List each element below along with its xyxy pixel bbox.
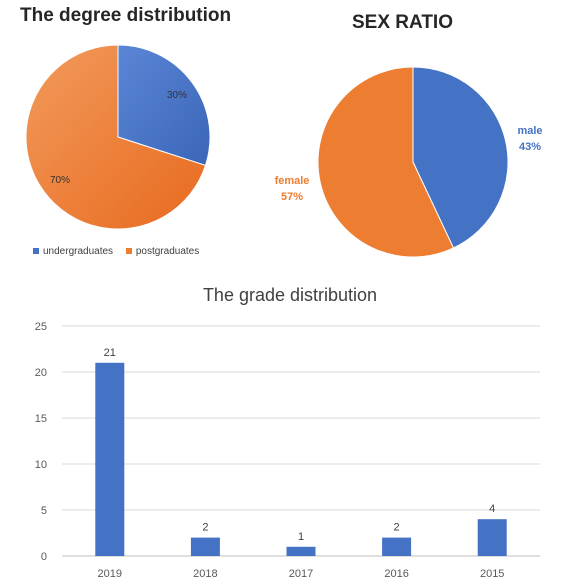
y-tick-label: 10 — [35, 459, 47, 471]
sex-ratio-chart-title: SEX RATIO — [352, 12, 453, 33]
degree-pie: 30% 70% — [25, 44, 211, 230]
y-tick-label: 25 — [35, 321, 47, 333]
legend-item-undergraduates: undergraduates — [33, 246, 113, 257]
pie-label-undergraduates: 30% — [167, 90, 187, 101]
pie-value-female: 57% — [281, 191, 303, 203]
pie-label-postgraduates: 70% — [50, 175, 70, 186]
sex-ratio-pie: male 43% female 57% — [275, 66, 543, 258]
legend-swatch-blue — [33, 248, 39, 255]
pie-label-female: female — [275, 175, 310, 187]
grade-bar-chart: 0 5 10 15 20 25 21 2019 2 2018 1 2017 2 2016 4 2015 — [35, 321, 540, 580]
y-tick-label: 0 — [41, 551, 47, 563]
y-tick-label: 20 — [35, 367, 47, 379]
degree-legend: undergraduates postgraduates — [33, 246, 209, 257]
bar-2018 — [190, 537, 220, 556]
grade-chart-title: The grade distribution — [202, 285, 378, 305]
bar-2015 — [477, 519, 507, 556]
bar-2017 — [286, 546, 316, 556]
bar-2016 — [382, 537, 412, 556]
pie-slice-postgraduates — [25, 44, 207, 230]
bar-value-label: 2 — [202, 522, 208, 534]
x-tick-label: 2019 — [98, 568, 122, 580]
x-tick-label: 2017 — [289, 568, 313, 580]
bar-value-label: 2 — [394, 522, 400, 534]
degree-chart-title: The degree distribution — [20, 5, 232, 26]
y-tick-label: 5 — [41, 505, 47, 517]
y-tick-label: 15 — [35, 413, 47, 425]
legend-swatch-orange — [125, 248, 132, 255]
pie-slice-male — [412, 66, 509, 249]
pie-slice-undergraduates — [117, 44, 211, 167]
legend-item-postgraduates: postgraduates — [125, 246, 200, 257]
x-tick-label: 2016 — [384, 568, 408, 580]
legend-label: undergraduates — [43, 246, 114, 257]
pie-value-male: 43% — [519, 141, 541, 153]
pie-label-male: male — [517, 125, 542, 137]
pie-slice-female — [317, 66, 455, 258]
bar-2019 — [95, 362, 125, 556]
bar-value-label: 21 — [104, 347, 116, 359]
x-tick-label: 2015 — [480, 568, 504, 580]
x-tick-label: 2018 — [193, 568, 217, 580]
bar-value-label: 4 — [489, 503, 495, 515]
bar-value-label: 1 — [298, 531, 304, 543]
legend-label: postgraduates — [135, 246, 200, 257]
